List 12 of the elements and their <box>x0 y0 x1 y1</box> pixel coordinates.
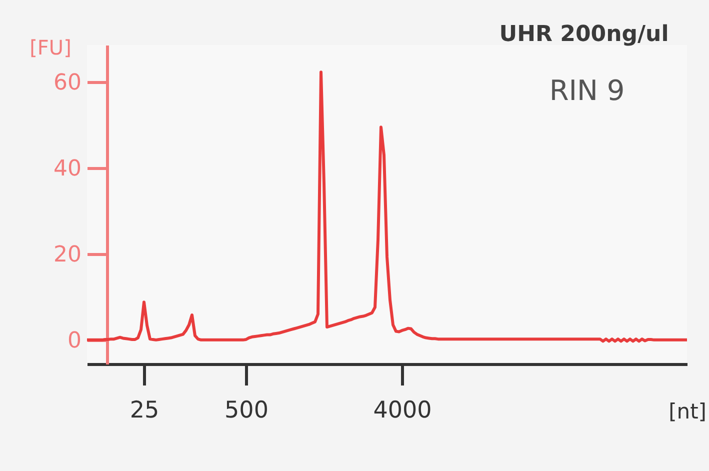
annotation: UHR 200ng/ul <box>499 22 669 47</box>
x-tick-label: 4000 <box>373 398 432 424</box>
annotation: RIN 9 <box>549 74 625 107</box>
y-tick-label: 60 <box>54 70 82 96</box>
line-series <box>87 70 687 343</box>
y-tick-label: 20 <box>54 242 82 268</box>
y-axis-title: [FU] <box>30 36 72 60</box>
x-tick-label: 25 <box>130 398 160 424</box>
y-tick-label: 0 <box>68 328 82 354</box>
x-tick-label: 500 <box>224 398 268 424</box>
x-axis-title: [nt] <box>668 400 706 424</box>
y-tick-label: 40 <box>54 156 82 182</box>
